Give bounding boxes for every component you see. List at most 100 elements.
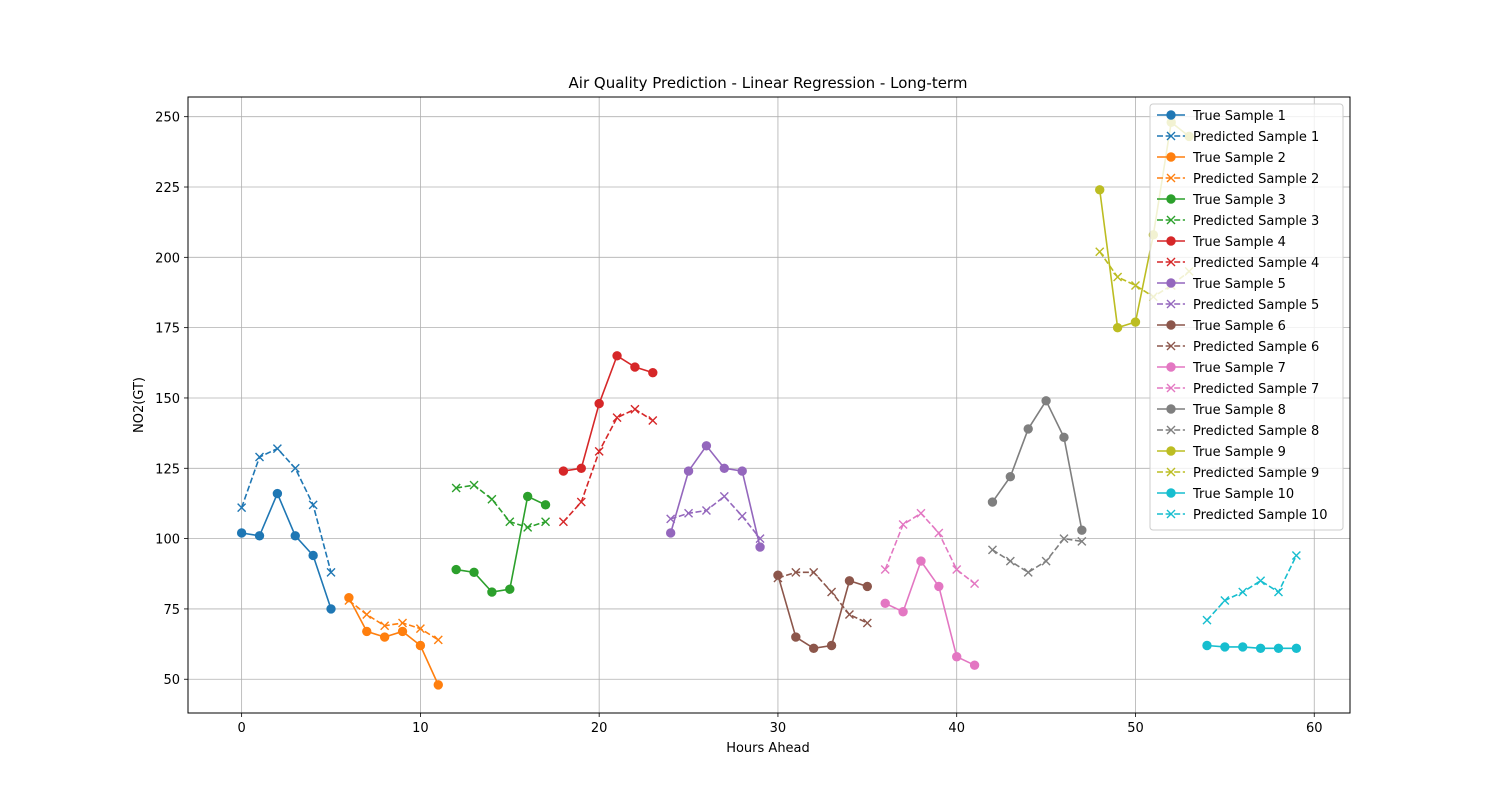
data-point-predicted bbox=[1256, 576, 1266, 586]
legend-label: Predicted Sample 10 bbox=[1193, 508, 1328, 523]
data-point-predicted bbox=[1273, 587, 1283, 597]
data-point-predicted bbox=[1291, 550, 1301, 560]
data-point-true bbox=[487, 587, 497, 597]
legend-entry: True Sample 8 bbox=[1157, 403, 1286, 418]
legend-marker-swatch bbox=[1166, 194, 1176, 204]
data-point-true bbox=[1023, 424, 1033, 434]
legend-label: True Sample 2 bbox=[1192, 151, 1286, 166]
data-point-true bbox=[272, 488, 283, 499]
legend-entry: True Sample 10 bbox=[1157, 487, 1294, 502]
y-tick-label: 50 bbox=[163, 673, 180, 688]
data-point-true bbox=[630, 362, 640, 372]
legend-marker-swatch bbox=[1166, 257, 1176, 267]
legend-label: True Sample 7 bbox=[1192, 361, 1286, 376]
series-2 bbox=[237, 444, 336, 577]
data-point-predicted bbox=[898, 520, 908, 530]
series-layer bbox=[236, 117, 1302, 690]
data-point-true bbox=[415, 640, 426, 651]
data-point-predicted bbox=[630, 404, 640, 414]
data-point-true bbox=[344, 592, 354, 603]
data-point-true bbox=[469, 567, 479, 578]
legend-marker-swatch bbox=[1166, 362, 1176, 372]
data-point-true bbox=[594, 398, 604, 409]
data-point-predicted bbox=[1059, 534, 1069, 544]
data-point-predicted bbox=[308, 500, 318, 510]
data-point-predicted bbox=[558, 517, 568, 527]
data-point-true bbox=[880, 598, 890, 609]
legend-label: True Sample 6 bbox=[1192, 319, 1286, 334]
legend-entry: Predicted Sample 5 bbox=[1157, 298, 1319, 313]
data-point-true bbox=[236, 528, 247, 538]
data-point-true bbox=[397, 626, 408, 637]
data-point-predicted bbox=[594, 446, 604, 456]
data-point-predicted bbox=[773, 573, 783, 583]
data-point-predicted bbox=[398, 618, 408, 628]
data-point-predicted bbox=[880, 565, 890, 575]
data-point-true bbox=[755, 542, 765, 552]
data-point-predicted bbox=[469, 480, 479, 490]
data-point-predicted bbox=[415, 624, 425, 634]
series-line bbox=[991, 399, 1083, 531]
legend-entry: Predicted Sample 8 bbox=[1157, 424, 1319, 439]
data-point-true bbox=[254, 531, 265, 541]
data-point-true bbox=[1291, 643, 1302, 654]
legend-marker-swatch bbox=[1166, 509, 1176, 519]
legend-marker-swatch bbox=[1166, 152, 1176, 162]
legend-label: Predicted Sample 4 bbox=[1193, 256, 1319, 271]
data-point-predicted bbox=[844, 610, 854, 620]
y-tick-label: 100 bbox=[155, 533, 180, 548]
data-point-true bbox=[987, 497, 998, 507]
series-4 bbox=[344, 595, 443, 645]
data-point-predicted bbox=[970, 579, 980, 589]
legend-label: Predicted Sample 3 bbox=[1193, 214, 1319, 229]
data-point-true bbox=[451, 564, 461, 575]
legend-marker-swatch bbox=[1166, 341, 1176, 351]
data-point-true bbox=[952, 652, 962, 662]
data-point-predicted bbox=[1113, 272, 1123, 282]
data-point-true bbox=[612, 351, 622, 361]
data-point-true bbox=[1059, 432, 1069, 443]
legend-entry: Predicted Sample 9 bbox=[1157, 466, 1319, 481]
data-point-true bbox=[916, 556, 926, 566]
legend-label: True Sample 9 bbox=[1192, 445, 1286, 460]
data-point-predicted bbox=[505, 517, 515, 527]
legend-entry: True Sample 4 bbox=[1157, 235, 1286, 250]
legend-entry: Predicted Sample 3 bbox=[1157, 214, 1319, 229]
data-point-true bbox=[1255, 643, 1266, 654]
data-point-true bbox=[862, 581, 873, 592]
data-point-predicted bbox=[952, 565, 962, 575]
data-point-true bbox=[648, 367, 658, 378]
series-10 bbox=[666, 491, 765, 544]
data-point-predicted bbox=[541, 517, 551, 527]
legend-entry: True Sample 1 bbox=[1157, 109, 1286, 124]
legend-entry: True Sample 9 bbox=[1157, 445, 1286, 460]
data-point-true bbox=[701, 441, 712, 451]
data-point-true bbox=[1005, 472, 1016, 482]
data-point-predicted bbox=[1220, 595, 1230, 605]
series-9 bbox=[665, 441, 765, 552]
data-point-true bbox=[1077, 525, 1087, 535]
y-tick-label: 150 bbox=[155, 392, 180, 407]
x-tick-label: 30 bbox=[770, 721, 787, 736]
data-point-true bbox=[898, 607, 908, 617]
legend-marker-swatch bbox=[1166, 446, 1176, 456]
data-point-predicted bbox=[344, 595, 354, 605]
x-tick-label: 50 bbox=[1127, 721, 1144, 736]
series-line bbox=[777, 571, 868, 624]
data-point-predicted bbox=[1095, 247, 1105, 257]
legend-label: Predicted Sample 5 bbox=[1193, 298, 1319, 313]
legend-box bbox=[1149, 103, 1344, 531]
series-12 bbox=[773, 567, 872, 628]
data-point-true bbox=[522, 491, 533, 502]
data-point-true bbox=[540, 500, 551, 510]
y-axis-label: NO2(GT) bbox=[132, 377, 147, 433]
data-point-true bbox=[1202, 640, 1212, 651]
data-point-predicted bbox=[934, 528, 944, 538]
data-point-true bbox=[362, 626, 372, 637]
data-point-predicted bbox=[916, 508, 926, 518]
data-point-true bbox=[1273, 643, 1284, 654]
data-point-true bbox=[576, 463, 586, 473]
series-19 bbox=[1202, 640, 1302, 654]
legend-label: True Sample 1 bbox=[1192, 109, 1286, 124]
